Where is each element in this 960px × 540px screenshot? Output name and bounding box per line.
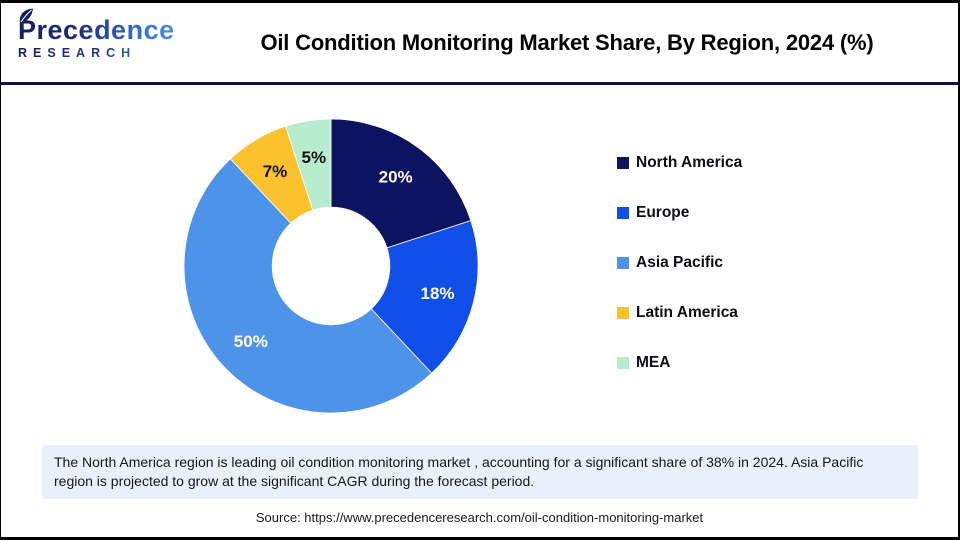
legend-label-latin-america: Latin America — [636, 304, 738, 321]
legend-label-asia-pacific: Asia Pacific — [636, 254, 724, 271]
legend-item-europe: Europe — [617, 188, 742, 238]
donut-slice-mea — [285, 118, 332, 211]
legend-swatch-latin-america — [617, 307, 629, 319]
legend-swatch-europe — [617, 207, 629, 219]
title-area: Oil Condition Monitoring Market Share, B… — [176, 3, 958, 82]
slice-label-north-america: 20% — [379, 168, 413, 187]
logo-line2-text: RESEARCH — [18, 46, 178, 60]
legend-swatch-mea — [617, 357, 629, 369]
leaf-icon — [19, 8, 33, 23]
note-text: The North America region is leading oil … — [54, 453, 864, 490]
donut-chart: 20% 18% 50% 7% 5% — [183, 118, 479, 414]
legend-item-latin-america: Latin America — [617, 288, 742, 338]
legend-label-north-america: North America — [636, 154, 743, 171]
slice-label-mea: 5% — [302, 148, 327, 167]
logo-wordmark: Precedence — [18, 8, 178, 45]
legend-item-asia-pacific: Asia Pacific — [617, 238, 742, 288]
legend-label-mea: MEA — [636, 354, 671, 371]
header: Precedence RESEARCH Oil Condition Monito… — [1, 3, 958, 85]
donut-slice-europe — [370, 220, 479, 374]
slice-label-asia-pacific: 50% — [234, 332, 268, 351]
source-line: Source: https://www.precedenceresearch.c… — [255, 510, 704, 525]
legend: North America Europe Asia Pacific Latin Ame… — [617, 138, 742, 388]
legend-item-north-america: North America — [617, 138, 742, 188]
donut-slice-north-america — [330, 118, 472, 249]
note-box: The North America region is leading oil … — [42, 445, 918, 499]
chart-title: Oil Condition Monitoring Market Share, B… — [260, 29, 874, 55]
legend-swatch-north-america — [617, 157, 629, 169]
legend-swatch-asia-pacific — [617, 257, 629, 269]
legend-item-mea: MEA — [617, 338, 742, 388]
logo-line1-text: Precedence — [18, 15, 175, 45]
slice-label-latin-america: 7% — [263, 162, 288, 181]
precedence-research-logo: Precedence RESEARCH — [18, 8, 178, 60]
header-divider — [1, 82, 958, 85]
legend-label-europe: Europe — [636, 204, 690, 221]
slice-label-europe: 18% — [421, 284, 455, 303]
